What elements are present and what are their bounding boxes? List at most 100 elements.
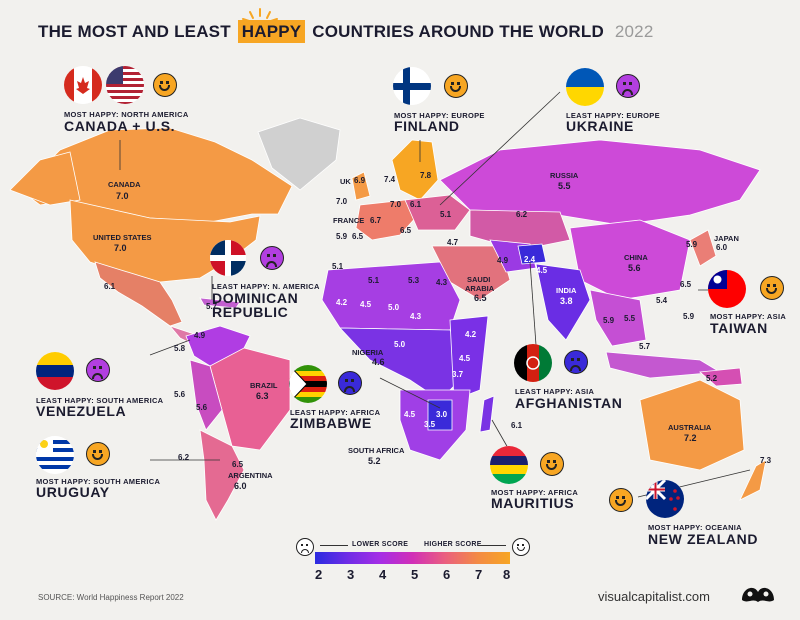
value-tanzania: 3.7 — [452, 370, 464, 379]
uruguay-name: URUGUAY — [36, 484, 110, 500]
value-afghanistan: 2.4 — [524, 255, 536, 264]
alaska-region — [9, 151, 81, 206]
happy-face-icon — [444, 74, 468, 98]
australia-region — [639, 379, 745, 471]
dominican-name-line1: DOMINICAN — [212, 290, 299, 306]
legend-color-bar — [315, 552, 510, 564]
legend-arrow-right — [478, 545, 506, 546]
caribbean-region — [199, 297, 241, 309]
happy-face-icon — [540, 452, 564, 476]
label-brazil: BRAZIL — [250, 381, 278, 390]
value-brazil: 6.3 — [256, 391, 269, 401]
page-title: THE MOST AND LEAST HAPPY COUNTRIES AROUN… — [38, 20, 654, 43]
value-turkey: 4.7 — [447, 238, 459, 247]
southeast-asia-region — [589, 289, 647, 347]
happy-face-legend-icon — [512, 538, 530, 556]
legend-tick: 7 — [475, 567, 483, 582]
value-peru: 5.6 — [174, 390, 186, 399]
japan-region — [689, 229, 717, 267]
sad-face-icon — [260, 246, 284, 270]
value-india: 3.8 — [560, 296, 573, 306]
venezuela-subtitle: LEAST HAPPY: SOUTH AMERICA — [36, 396, 164, 405]
value-cameroon: 5.0 — [394, 340, 406, 349]
value-dominican: 5.7 — [206, 302, 218, 311]
label-nigeria: NIGERIA — [352, 348, 384, 357]
label-uk: UK — [340, 177, 351, 186]
central-asia-region — [469, 209, 571, 251]
taiwan-name: TAIWAN — [710, 320, 768, 336]
value-argentina: 6.0 — [234, 481, 247, 491]
value-germany: 7.0 — [390, 200, 402, 209]
eastern-europe-region — [404, 194, 471, 231]
value-papua: 5.2 — [706, 374, 718, 383]
value-indonesia: 5.7 — [639, 342, 651, 351]
value-uk: 6.9 — [354, 176, 366, 185]
label-arabia: ARABIA — [465, 284, 495, 293]
value-morocco: 5.1 — [332, 262, 344, 271]
value-us: 7.0 — [114, 243, 127, 253]
value-mexico: 6.1 — [104, 282, 116, 291]
happy-face-icon — [760, 276, 784, 300]
source-note: SOURCE: World Happiness Report 2022 — [38, 593, 184, 602]
new-zealand-flag-icon — [646, 480, 684, 518]
uruguay-subtitle: MOST HAPPY: SOUTH AMERICA — [36, 477, 161, 486]
value-japan: 6.0 — [716, 243, 728, 252]
zimbabwe-subtitle: LEAST HAPPY: AFRICA — [290, 408, 381, 417]
finland-subtitle: MOST HAPPY: EUROPE — [394, 111, 485, 120]
canada-us-name: CANADA + U.S. — [64, 118, 176, 134]
legend-tick: 6 — [443, 567, 451, 582]
afghanistan-flag-icon — [514, 344, 552, 382]
dominican-subtitle: LEAST HAPPY: N. AMERICA — [212, 282, 320, 291]
happy-face-icon — [153, 73, 177, 97]
title-prefix: THE MOST AND LEAST — [38, 22, 231, 41]
value-australia: 7.2 — [684, 433, 697, 443]
mauritius-name: MAURITIUS — [491, 495, 575, 511]
value-canada: 7.0 — [116, 191, 129, 201]
zimbabwe-region — [427, 399, 453, 431]
value-spain: 6.5 — [352, 232, 364, 241]
legend-higher-label: HIGHER SCORE — [424, 541, 482, 548]
label-canada: CANADA — [108, 180, 141, 189]
mauritius-flag-icon — [490, 446, 528, 484]
sad-face-icon — [616, 74, 640, 98]
dominican-flag-icon — [210, 240, 246, 276]
value-myanmar: 5.9 — [603, 316, 615, 325]
value-mali: 4.2 — [336, 298, 348, 307]
venezuela-flag-icon — [36, 352, 74, 390]
legend-tick: 3 — [347, 567, 355, 582]
taiwan-subtitle: MOST HAPPY: ASIA — [710, 312, 787, 321]
ukraine-name: UKRAINE — [566, 118, 634, 134]
sad-face-icon — [86, 358, 110, 382]
legend-tick: 8 — [503, 567, 511, 582]
sad-face-legend-icon — [296, 538, 314, 556]
label-australia: AUSTRALIA — [668, 423, 712, 432]
value-south-korea: 5.9 — [686, 240, 698, 249]
india-region — [535, 263, 591, 341]
value-namibia: 4.5 — [404, 410, 416, 419]
value-portugal: 5.9 — [336, 232, 348, 241]
value-zimbabwe: 3.0 — [436, 410, 448, 419]
mauritius-subtitle: MOST HAPPY: AFRICA — [491, 488, 579, 497]
value-taiwan: 6.5 — [680, 280, 692, 289]
north-africa-region — [321, 261, 461, 331]
value-niger: 4.5 — [360, 300, 372, 309]
ukraine-subtitle: LEAST HAPPY: EUROPE — [566, 111, 660, 120]
brand-link[interactable]: visualcapitalist.com — [598, 589, 710, 604]
value-norway: 7.4 — [384, 175, 396, 184]
value-thailand: 5.5 — [624, 314, 636, 323]
value-mauritius: 6.1 — [511, 421, 523, 430]
value-france: 6.7 — [370, 216, 382, 225]
value-colombia: 5.8 — [174, 344, 186, 353]
peru-bolivia-region — [189, 359, 223, 431]
value-uruguay: 6.5 — [232, 460, 244, 469]
value-chad: 5.0 — [388, 303, 400, 312]
new-zealand-name: NEW ZEALAND — [648, 531, 759, 547]
scandinavia-region — [391, 139, 439, 201]
canada-us-subtitle: MOST HAPPY: NORTH AMERICA — [64, 110, 189, 119]
value-iran: 4.9 — [497, 256, 509, 265]
value-saudi-arabia: 6.5 — [474, 293, 487, 303]
value-algeria: 5.1 — [368, 276, 380, 285]
value-ethiopia: 4.2 — [465, 330, 477, 339]
value-south-africa: 5.2 — [368, 456, 381, 466]
